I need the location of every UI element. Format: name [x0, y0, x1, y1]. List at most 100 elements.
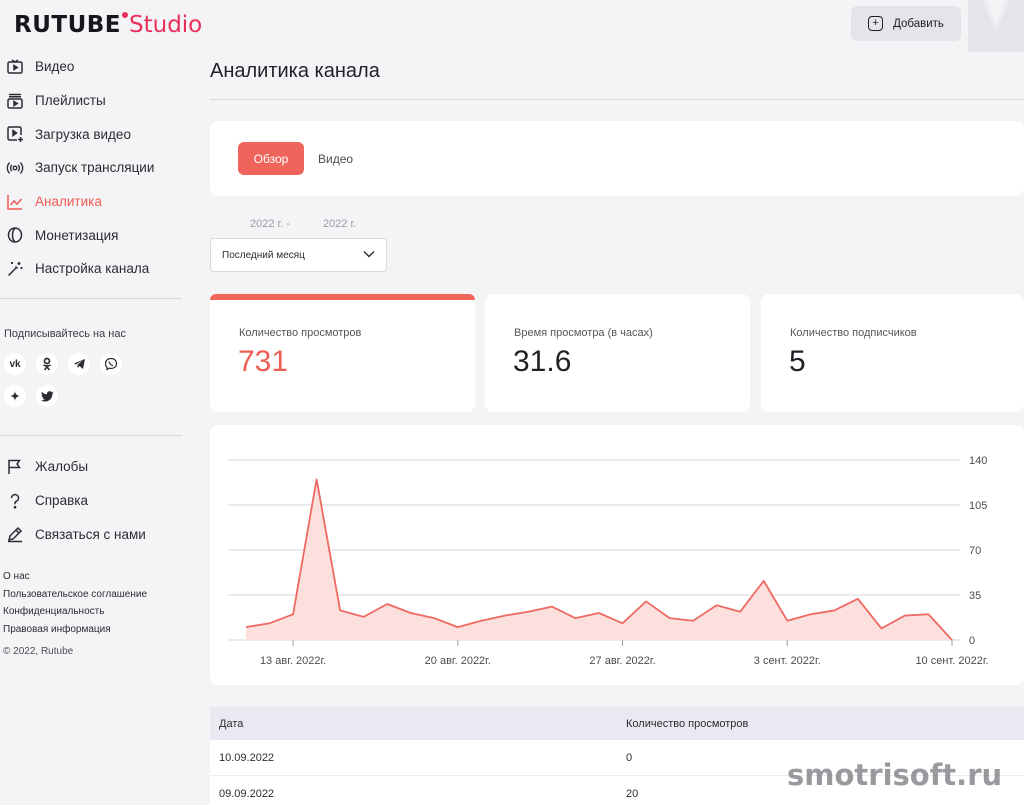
broadcast-icon [6, 159, 24, 177]
sidebar-item-label: Жалобы [35, 459, 89, 475]
date-range-from: 2022 г. - [250, 218, 290, 230]
add-button-label: Добавить [893, 17, 944, 30]
stat-label: Количество подписчиков [790, 327, 917, 339]
sidebar-item-analytics[interactable]: Аналитика [0, 185, 182, 219]
vk-icon[interactable]: vk [4, 353, 26, 375]
twitter-icon[interactable] [36, 385, 58, 407]
magic-wand-icon [6, 260, 24, 278]
cell-date: 09.09.2022 [219, 787, 275, 800]
plus-icon: + [868, 16, 884, 31]
sidebar-item-label: Связаться с нами [35, 526, 146, 542]
upload-video-icon [6, 125, 24, 143]
views-chart-card: 0 35 70 105 140 13 авг. 2022г. 20 авг. 2022г. 2… [210, 425, 1024, 685]
video-icon [6, 58, 24, 76]
x-tick-label: 10 сент. 2022г. [915, 655, 988, 667]
playlist-icon [6, 92, 24, 110]
edit-icon [6, 525, 24, 543]
sidebar-item-playlists[interactable]: Плейлисты [0, 84, 182, 118]
rutube-studio-logo[interactable]: RUTUBE Studio [14, 12, 202, 38]
sidebar-item-monetization[interactable]: Монетизация [0, 218, 182, 252]
copyright-text: © 2022, Rutube [3, 646, 74, 657]
logo-dot [122, 12, 128, 18]
stat-card-views[interactable]: Количество просмотров 731 [210, 294, 475, 412]
sidebar-item-complaints[interactable]: Жалобы [0, 450, 182, 484]
x-tick-label: 3 сент. 2022г. [754, 655, 821, 667]
tab-video[interactable]: Видео [318, 151, 354, 166]
footer-link-about[interactable]: О нас [3, 571, 30, 582]
logo-rutube-text: RUTUBE [14, 12, 121, 38]
table-header: Дата Количество просмотров [210, 707, 1024, 740]
x-tick-label: 13 авг. 2022г. [260, 655, 326, 667]
sidebar-item-label: Запуск трансляции [35, 160, 155, 176]
sidebar-nav: Видео Плейлисты Загрузка видео Запуск тр… [0, 50, 182, 286]
sidebar-support-nav: Жалобы Справка Связаться с нами [0, 450, 182, 551]
chevron-down-icon [363, 250, 375, 261]
views-table: Дата Количество просмотров 10.09.2022 0 … [210, 707, 1024, 805]
add-button[interactable]: + Добавить [851, 6, 961, 41]
date-range: 2022 г. - 2022 г. [250, 218, 356, 230]
sidebar-item-label: Справка [35, 493, 88, 509]
question-icon [6, 492, 24, 510]
footer-links: О нас Пользовательское соглашение Конфид… [3, 570, 147, 640]
period-select-value: Последний месяц [222, 249, 305, 261]
y-tick-label: 35 [969, 590, 981, 602]
column-header-date[interactable]: Дата [219, 717, 244, 730]
cell-views: 20 [626, 787, 639, 800]
flag-icon [6, 458, 24, 476]
sidebar-item-upload-video[interactable]: Загрузка видео [0, 117, 182, 151]
y-tick-label: 70 [969, 545, 981, 557]
table-row: 10.09.2022 0 [210, 740, 1024, 776]
sidebar-item-label: Настройка канала [35, 261, 150, 277]
tabs-card: Обзор Видео [210, 121, 1024, 196]
cell-views: 0 [626, 751, 633, 764]
y-tick-label: 140 [969, 455, 987, 467]
zen-icon[interactable] [4, 385, 26, 407]
sidebar-divider [0, 298, 182, 299]
stat-label: Количество просмотров [239, 327, 362, 339]
sidebar-item-label: Монетизация [35, 227, 119, 243]
sidebar-item-label: Видео [35, 59, 75, 75]
sidebar-item-channel-settings[interactable]: Настройка канала [0, 252, 182, 286]
sidebar-item-video[interactable]: Видео [0, 50, 182, 84]
area-fill [246, 479, 952, 640]
odnoklassniki-icon[interactable] [36, 353, 58, 375]
stat-card-watch-time[interactable]: Время просмотра (в часах) 31.6 [485, 294, 750, 412]
table-row: 09.09.2022 20 [210, 776, 1024, 805]
sidebar-item-label: Плейлисты [35, 93, 106, 109]
stat-value: 31.6 [513, 345, 572, 378]
analytics-icon [6, 193, 24, 211]
stat-label: Время просмотра (в часах) [514, 327, 653, 339]
logo-studio-text: Studio [129, 12, 203, 38]
cell-date: 10.09.2022 [219, 751, 275, 764]
x-tick-label: 27 авг. 2022г. [589, 655, 655, 667]
follow-us-title: Подписывайтесь на нас [4, 328, 126, 340]
sidebar-item-help[interactable]: Справка [0, 484, 182, 518]
period-select[interactable]: Последний месяц [210, 238, 387, 272]
x-tick-label: 20 авг. 2022г. [425, 655, 491, 667]
footer-link-privacy[interactable]: Конфиденциальность [3, 606, 105, 618]
coin-icon [6, 226, 24, 244]
viber-icon[interactable] [100, 353, 122, 375]
sidebar-item-label: Аналитика [35, 194, 102, 210]
tab-overview[interactable]: Обзор [238, 142, 304, 175]
y-tick-label: 0 [969, 635, 975, 647]
views-chart: 0 35 70 105 140 13 авг. 2022г. 20 авг. 2022г. 2… [228, 455, 989, 667]
header-decoration [968, 0, 1024, 52]
date-range-to: 2022 г. [322, 218, 357, 230]
sidebar-item-contact-us[interactable]: Связаться с нами [0, 517, 182, 551]
sidebar-item-label: Загрузка видео [35, 126, 131, 142]
y-tick-label: 105 [969, 500, 987, 512]
sidebar-item-broadcast[interactable]: Запуск трансляции [0, 151, 182, 185]
title-divider [210, 99, 1024, 100]
stat-value: 5 [789, 345, 806, 378]
page-title: Аналитика канала [210, 60, 380, 82]
stat-value: 731 [238, 345, 289, 378]
watermark: smotrisoft.ru [787, 758, 1003, 792]
footer-link-legal-info[interactable]: Правовая информация [3, 623, 111, 635]
sidebar-divider [0, 435, 182, 436]
social-links: vk [4, 353, 134, 407]
footer-link-user-agreement[interactable]: Пользовательское соглашение [3, 588, 148, 600]
column-header-views[interactable]: Количество просмотров [626, 717, 749, 730]
stat-card-subscribers[interactable]: Количество подписчиков 5 [761, 294, 1024, 412]
telegram-icon[interactable] [68, 353, 90, 375]
